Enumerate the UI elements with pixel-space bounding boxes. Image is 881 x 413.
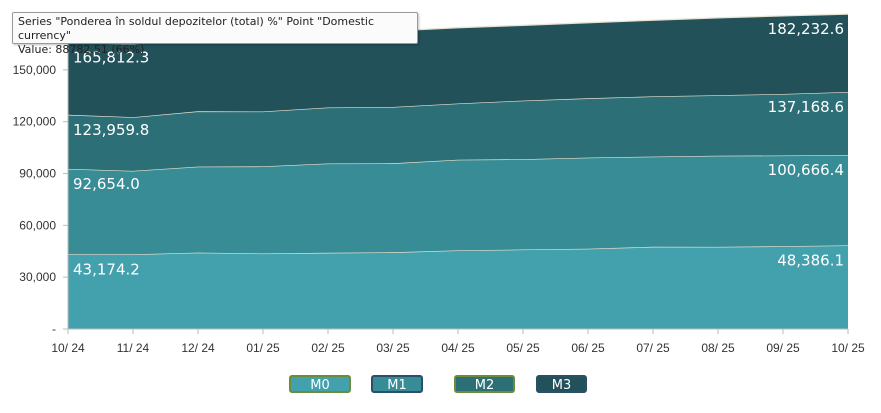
- x-tick-label: 12/ 24: [181, 341, 215, 355]
- area-m1: [68, 155, 848, 255]
- y-tick-label: 60,000: [19, 218, 56, 232]
- x-tick-label: 01/ 25: [246, 341, 280, 355]
- y-tick-label: 30,000: [19, 270, 56, 284]
- x-tick-label: 10/ 24: [51, 341, 85, 355]
- x-tick-label: 04/ 25: [441, 341, 475, 355]
- y-tick-label: 90,000: [19, 167, 56, 181]
- data-label-first-m3: 165,812.3: [73, 49, 149, 67]
- data-label-first-m2: 123,959.8: [73, 121, 149, 139]
- x-tick-label: 02/ 25: [311, 341, 345, 355]
- axes-group: - 30,000 60,000 90,000 120,000 150,000 10/ 24 1…: [13, 18, 865, 355]
- y-tick-label: 120,000: [13, 115, 57, 129]
- x-tick-label: 08/ 25: [701, 341, 735, 355]
- x-tick-label: 03/ 25: [376, 341, 410, 355]
- legend-item-m0[interactable]: M0: [289, 375, 351, 393]
- legend-item-m2[interactable]: M2: [454, 375, 515, 393]
- x-tick-label: 11/ 24: [117, 341, 150, 355]
- data-label-last-m2: 137,168.6: [768, 98, 844, 116]
- legend-item-m3[interactable]: M3: [536, 375, 587, 393]
- data-label-last-m3: 182,232.6: [768, 20, 844, 38]
- data-label-first-m1: 92,654.0: [73, 175, 140, 193]
- y-tick-label: 150,000: [13, 63, 57, 77]
- area-m0: [68, 245, 848, 329]
- data-label-last-m1: 100,666.4: [768, 161, 844, 179]
- area-series-group: [67, 13, 849, 329]
- x-tick-label: 09/ 25: [766, 341, 800, 355]
- x-tick-label: 10/ 25: [831, 341, 865, 355]
- tooltip: Series "Ponderea în soldul depozitelor (…: [12, 12, 418, 56]
- x-tick-label: 06/ 25: [571, 341, 605, 355]
- data-labels-group: 43,174.2 48,386.1 92,654.0 100,666.4 123,959…: [73, 20, 844, 278]
- tooltip-value-line: Value: 88782.51 (66%): [18, 43, 145, 56]
- data-label-last-m0: 48,386.1: [777, 251, 844, 269]
- tooltip-series-line: Series "Ponderea în soldul depozitelor (…: [18, 15, 375, 42]
- x-tick-label: 05/ 25: [506, 341, 540, 355]
- y-tick-label: -: [52, 322, 56, 336]
- data-label-first-m0: 43,174.2: [73, 260, 140, 278]
- x-tick-label: 07/ 25: [636, 341, 670, 355]
- legend-item-m1[interactable]: M1: [371, 375, 423, 393]
